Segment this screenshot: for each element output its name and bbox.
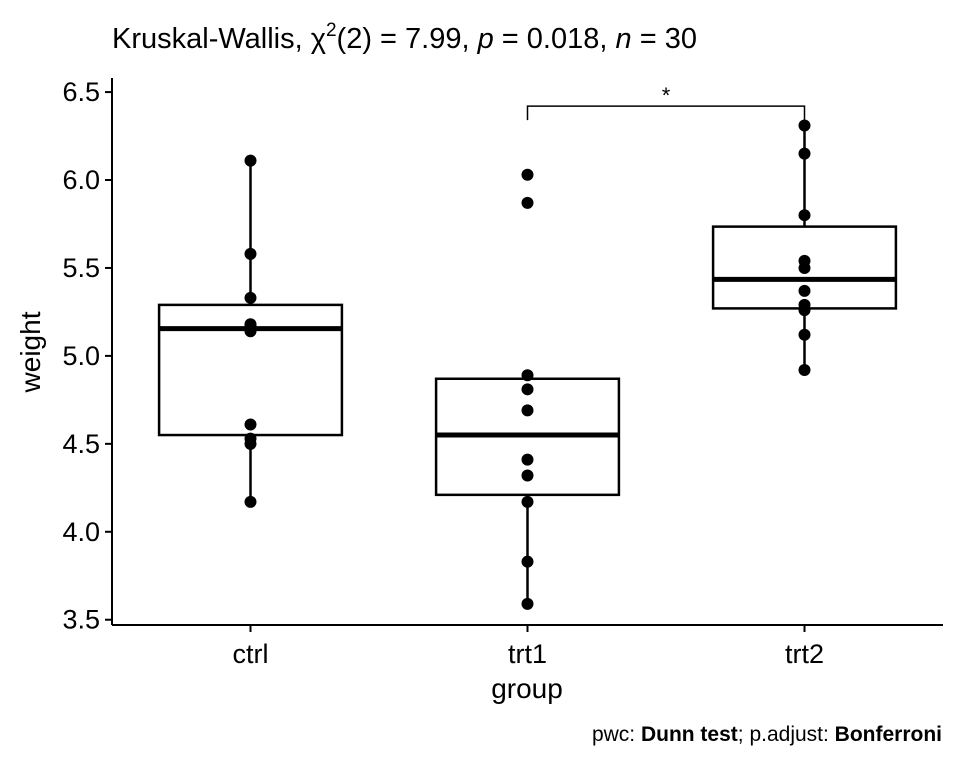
significance-brackets: * bbox=[526, 83, 806, 121]
data-point bbox=[798, 261, 811, 274]
data-point bbox=[521, 495, 534, 508]
data-point bbox=[798, 363, 811, 376]
data-point bbox=[521, 453, 534, 466]
data-point bbox=[798, 284, 811, 297]
y-tick-label: 6.0 bbox=[62, 165, 100, 195]
caption: pwc: Dunn test; p.adjust: Bonferroni bbox=[592, 723, 942, 746]
data-point bbox=[244, 154, 257, 167]
box-ctrl bbox=[157, 160, 344, 502]
data-point bbox=[521, 469, 534, 482]
data-point bbox=[244, 432, 257, 445]
y-tick-label: 3.5 bbox=[62, 605, 100, 635]
significance-bracket bbox=[526, 105, 806, 121]
data-points bbox=[244, 119, 811, 610]
data-point bbox=[798, 304, 811, 317]
data-point bbox=[798, 147, 811, 160]
x-tick-label: trt1 bbox=[508, 639, 547, 669]
x-axis-title: group bbox=[491, 673, 563, 704]
data-point bbox=[521, 383, 534, 396]
data-point bbox=[521, 369, 534, 382]
data-point bbox=[244, 325, 257, 338]
data-point bbox=[521, 196, 534, 209]
data-point bbox=[521, 555, 534, 568]
y-axis-title: weight bbox=[15, 311, 46, 393]
data-point bbox=[798, 119, 811, 132]
data-point bbox=[521, 168, 534, 181]
x-tick-label: ctrl bbox=[233, 639, 269, 669]
data-point bbox=[798, 209, 811, 222]
y-tick-label: 6.5 bbox=[62, 77, 100, 107]
x-axis: ctrl trt1 trt2 bbox=[112, 624, 943, 669]
data-point bbox=[521, 597, 534, 610]
data-point bbox=[244, 418, 257, 431]
significance-label: * bbox=[662, 83, 671, 108]
data-point bbox=[521, 404, 534, 417]
y-axis: 3.5 4.0 4.5 5.0 5.5 6.0 6.5 bbox=[62, 77, 113, 635]
data-point bbox=[244, 291, 257, 304]
y-tick-label: 5.0 bbox=[62, 341, 100, 371]
data-point bbox=[244, 247, 257, 260]
y-tick-label: 5.5 bbox=[62, 253, 100, 283]
x-tick-label: trt2 bbox=[785, 639, 824, 669]
y-tick-label: 4.0 bbox=[62, 517, 100, 547]
chart-title: Kruskal-Wallis, χ2(2) = 7.99, p = 0.018,… bbox=[112, 20, 697, 55]
data-point bbox=[244, 495, 257, 508]
y-tick-label: 4.5 bbox=[62, 429, 100, 459]
data-point bbox=[798, 328, 811, 341]
